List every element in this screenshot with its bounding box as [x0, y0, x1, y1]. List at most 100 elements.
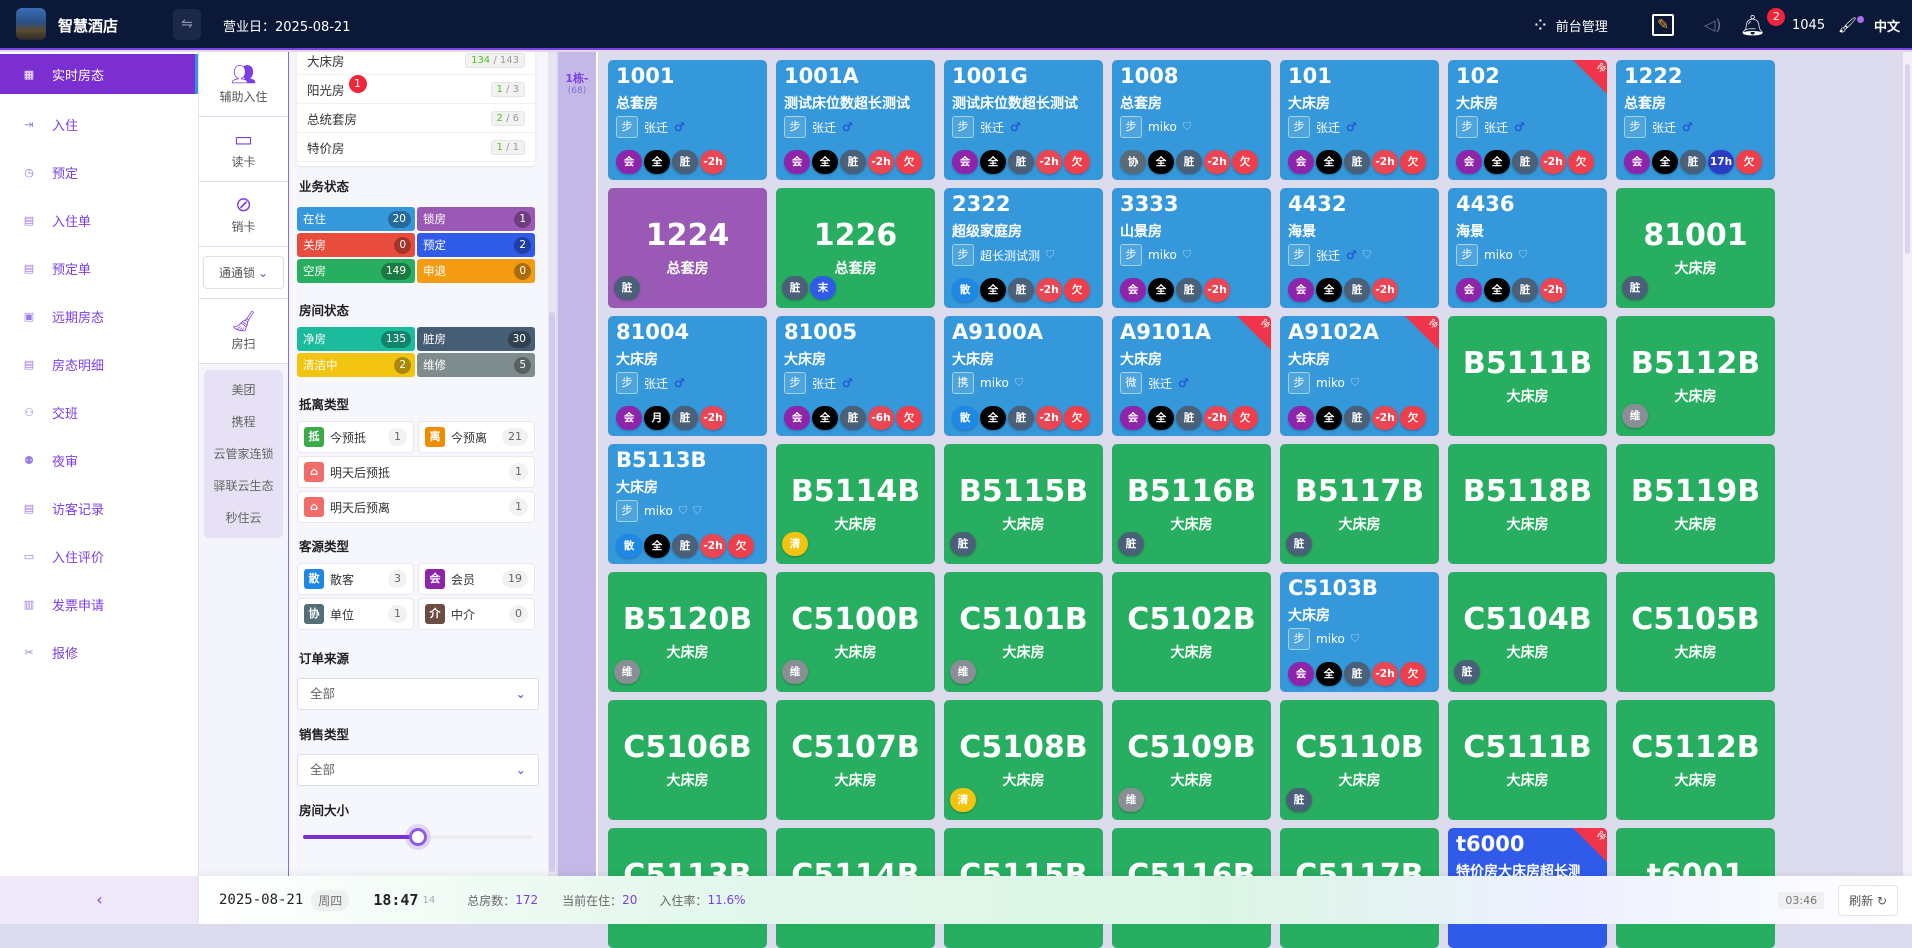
sidebar-item[interactable]: ▭ 入住评价 — [0, 532, 198, 580]
room-card[interactable]: 1001 总套房步张迁 ♂ 会全脏 -2h — [608, 60, 767, 180]
room-card[interactable]: B5115B 大床房脏 — [944, 444, 1103, 564]
room-card[interactable]: 3333 山景房步 miko ⛉ 会全脏 -2h — [1112, 188, 1271, 308]
housekeeping-button[interactable]: 🧹︎ 房扫 — [199, 299, 288, 364]
refresh-button[interactable]: 刷新 ↻ — [1838, 884, 1898, 916]
room-card[interactable]: C5110B 大床房脏 — [1280, 700, 1439, 820]
toggle-menu-button[interactable]: ⇋ — [173, 9, 201, 40]
room-card[interactable]: 1222 总套房步张迁 ♂ 会全脏 17h 欠 — [1616, 60, 1775, 180]
type-filter-item[interactable]: 会会员 19 — [418, 563, 535, 595]
lock-vendor-select[interactable]: 通通锁 ⌄ — [203, 256, 284, 289]
notepad-icon[interactable]: ✎ — [1652, 0, 1674, 50]
room-card[interactable]: A9102A 大床房步 miko ⛉ 会全脏 -2h 欠 钟 — [1280, 316, 1439, 436]
room-card[interactable]: C5108B 大床房清 — [944, 700, 1103, 820]
room-card[interactable]: C5111B 大床房 — [1448, 700, 1607, 820]
room-card[interactable]: 4432 海景步张迁 ♂ ⛉ 会全脏 -2h — [1280, 188, 1439, 308]
type-filter-item[interactable]: ⌂ 明天后预抵 1 — [297, 456, 535, 488]
room-card[interactable]: B5114B 大床房清 — [776, 444, 935, 564]
room-card[interactable]: 2322 超级家庭房步超长测试测 ⛉ 散全脏 -2h 欠 — [944, 188, 1103, 308]
building-tab[interactable]: 1栋- (68) — [558, 52, 598, 876]
bell-button[interactable]: 🔔︎ 2 — [1740, 0, 1786, 50]
room-card[interactable]: 1224 总套房脏 — [608, 188, 767, 308]
room-card[interactable]: 4436 海景步 miko ⛉ 会全脏 -2h — [1448, 188, 1607, 308]
scroll-thumb[interactable] — [1905, 64, 1910, 254]
sidebar-item[interactable]: ▣ 远期房态 — [0, 292, 198, 340]
room-grid-scrollbar[interactable] — [1903, 52, 1912, 876]
room-card[interactable]: 1226 总套房脏末 — [776, 188, 935, 308]
status-filter-空房[interactable]: 空房 149 — [297, 259, 415, 283]
room-card[interactable]: 1008 总套房步 miko ⛉ 协全脏 -2h 欠 — [1112, 60, 1271, 180]
user-id[interactable]: 1045 — [1792, 17, 1826, 33]
room-card[interactable]: A9100A 大床房携 miko ⛉ 散全脏 -2h 欠 — [944, 316, 1103, 436]
type-filter-item[interactable]: 介中介 0 — [418, 598, 535, 630]
room-card[interactable]: 81005 大床房步张迁 ♂ 会全脏 -6h 欠 — [776, 316, 935, 436]
room-card[interactable]: 102 大床房步张迁 ♂ 会全脏 -2h 欠 钟 — [1448, 60, 1607, 180]
sidebar-item[interactable]: ⚇ 交班 — [0, 388, 198, 436]
status-filter-脏房[interactable]: 脏房 30 — [417, 327, 535, 351]
room-type-item[interactable]: 阳光房 1 1 / 3 — [297, 75, 535, 104]
type-filter-item[interactable]: 散散客 3 — [297, 563, 414, 595]
room-card[interactable]: 1001A 测试床位数超长测试步张迁 ♂ 会全脏 -2h 欠 — [776, 60, 935, 180]
type-filter-item[interactable]: 抵今预抵 1 — [297, 421, 414, 453]
room-card[interactable]: 1001G 测试床位数超长测试步张迁 ♂ 会全脏 -2h 欠 — [944, 60, 1103, 180]
room-card[interactable]: C5104B 大床房脏 — [1448, 572, 1607, 692]
status-filter-申退[interactable]: 申退 0 — [417, 259, 535, 283]
room-card[interactable]: C5103B 大床房步 miko ⛉ 会全脏 -2h 欠 — [1280, 572, 1439, 692]
sidebar-item[interactable]: ▦ 实时房态 — [0, 54, 198, 94]
room-card[interactable]: B5116B 大床房脏 — [1112, 444, 1271, 564]
status-filter-预定[interactable]: 预定 2 — [417, 233, 535, 257]
sidebar-item[interactable]: ◷ 预定 — [0, 148, 198, 196]
sidebar-item[interactable]: ⇥ 入住 — [0, 100, 198, 148]
sidebar-item[interactable]: ✂ 报修 — [0, 628, 198, 676]
room-card[interactable]: B5113B 大床房步 miko ⛉ ⛉ 散全脏 -2h 欠 — [608, 444, 767, 564]
room-card[interactable]: C5100B 大床房维 — [776, 572, 935, 692]
status-filter-维修[interactable]: 维修 5 — [417, 353, 535, 377]
sidebar-item[interactable]: ⚉ 夜审 — [0, 436, 198, 484]
room-card[interactable]: B5117B 大床房脏 — [1280, 444, 1439, 564]
room-card[interactable]: B5112B 大床房维 — [1616, 316, 1775, 436]
scroll-thumb[interactable] — [549, 312, 555, 872]
type-filter-item[interactable]: ⌂ 明天后预离 1 — [297, 491, 535, 523]
order-source-select[interactable]: 全部 ⌄ — [297, 678, 539, 710]
room-card[interactable]: C5105B 大床房 — [1616, 572, 1775, 692]
type-filter-item[interactable]: 协单位 1 — [297, 598, 414, 630]
speaker-icon[interactable]: ◁) — [1704, 16, 1722, 34]
room-card[interactable]: A9101A 大床房微张迁 ♂ 会全脏 -2h 欠 钟 — [1112, 316, 1271, 436]
sidebar-item[interactable]: ▤ 入住单 — [0, 196, 198, 244]
room-type-item[interactable]: 特价房 1 / 1 — [297, 133, 535, 162]
slider-handle[interactable] — [409, 828, 427, 846]
room-card[interactable]: B5120B 大床房维 — [608, 572, 767, 692]
room-card[interactable]: 101 大床房步张迁 ♂ 会全脏 -2h 欠 — [1280, 60, 1439, 180]
sidebar-item[interactable]: ▤ 房态明细 — [0, 340, 198, 388]
channel-item[interactable]: 秒住云 — [225, 511, 262, 525]
cancel-card-button[interactable]: ⊘ 销卡 — [199, 182, 288, 247]
filter-scrollbar[interactable] — [548, 52, 556, 876]
read-card-button[interactable]: ▭ 读卡 — [199, 117, 288, 182]
room-card[interactable]: 81001 大床房脏 — [1616, 188, 1775, 308]
sidebar-item[interactable]: ▤ 预定单 — [0, 244, 198, 292]
channel-item[interactable]: 美团 — [231, 383, 256, 397]
assist-checkin-button[interactable]: 👥︎ 辅助入住 — [199, 52, 288, 117]
room-card[interactable]: C5101B 大床房维 — [944, 572, 1103, 692]
status-filter-在住[interactable]: 在住 20 — [297, 207, 415, 231]
room-card[interactable]: C5106B 大床房 — [608, 700, 767, 820]
sidebar-item[interactable]: ▤ 访客记录 — [0, 484, 198, 532]
type-filter-item[interactable]: 离今预离 21 — [418, 421, 535, 453]
room-card[interactable]: B5118B 大床房 — [1448, 444, 1607, 564]
room-card[interactable]: B5119B 大床房 — [1616, 444, 1775, 564]
room-card[interactable]: C5102B 大床房 — [1112, 572, 1271, 692]
theme-paint-icon[interactable]: 🖌︎ — [1838, 0, 1865, 50]
room-card[interactable]: B5111B 大床房 — [1448, 316, 1607, 436]
room-size-slider[interactable] — [303, 828, 533, 846]
language-switch[interactable]: 中文 — [1874, 19, 1901, 35]
room-card[interactable]: C5107B 大床房 — [776, 700, 935, 820]
status-filter-清洁中[interactable]: 清洁中 2 — [297, 353, 415, 377]
front-desk-button[interactable]: ⁘ 前台管理 — [1532, 0, 1608, 50]
sale-type-select[interactable]: 全部 ⌄ — [297, 754, 539, 786]
status-filter-净房[interactable]: 净房 135 — [297, 327, 415, 351]
status-filter-锁房[interactable]: 锁房 1 — [417, 207, 535, 231]
channel-item[interactable]: 驿联云生态 — [213, 479, 274, 493]
channel-item[interactable]: 云管家连锁 — [213, 447, 274, 461]
room-type-item[interactable]: 总统套房 2 / 6 — [297, 104, 535, 133]
collapse-sidebar-button[interactable]: ‹ — [0, 876, 199, 924]
room-card[interactable]: C5112B 大床房 — [1616, 700, 1775, 820]
